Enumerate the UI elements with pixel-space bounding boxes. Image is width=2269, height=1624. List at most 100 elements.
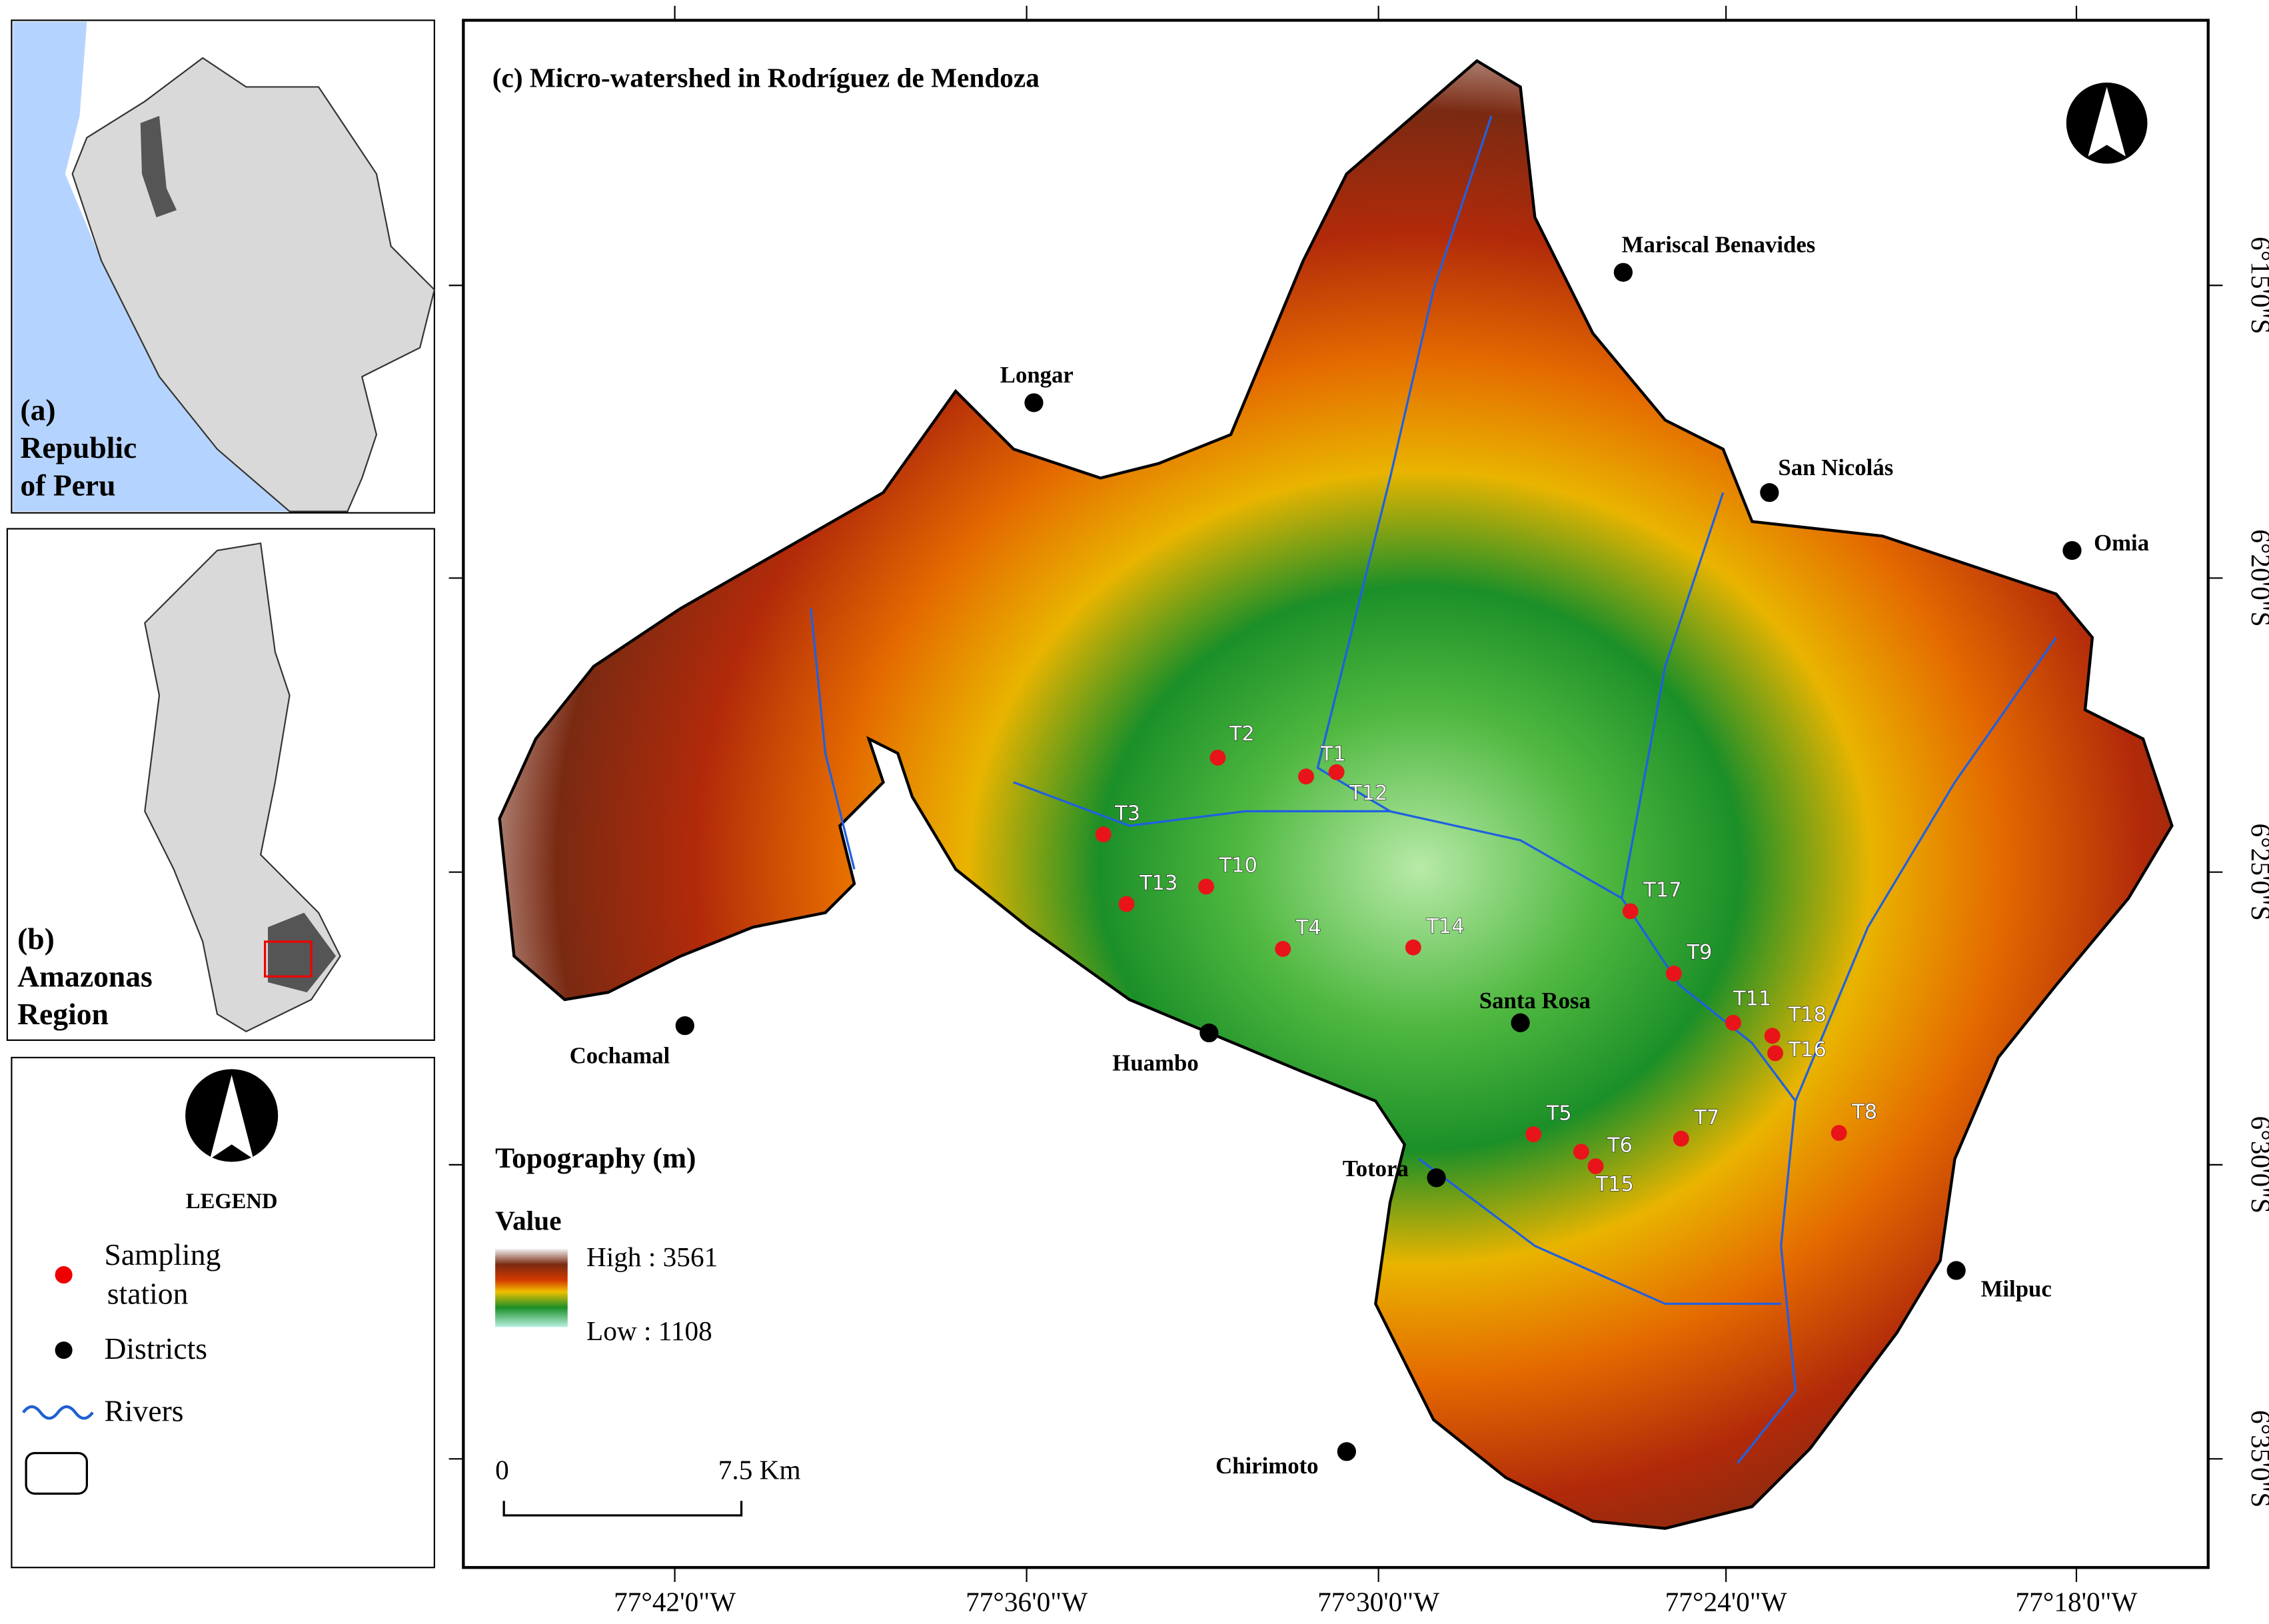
watershed — [498, 59, 2174, 1530]
district-label: Mariscal Benavides — [1622, 231, 1816, 257]
district-label: Huambo — [1112, 1050, 1198, 1076]
legend-item: Rivers — [104, 1394, 183, 1428]
sampling-station — [1275, 940, 1291, 957]
station-label: T17 — [1643, 879, 1681, 902]
amazonas — [144, 542, 341, 1033]
sampling-station — [1298, 768, 1314, 785]
sampling-station — [1405, 939, 1421, 956]
lon-tick-label: 77°42'0"W — [614, 1586, 736, 1617]
station-label: T12 — [1349, 782, 1387, 805]
legend-item: Districts — [104, 1331, 207, 1365]
station-label: T13 — [1139, 872, 1177, 895]
station-label: T16 — [1788, 1038, 1827, 1062]
rivers — [810, 115, 2057, 1464]
district — [1024, 393, 1044, 412]
sampling-station — [1764, 1028, 1781, 1044]
district-label: Santa Rosa — [1479, 988, 1591, 1014]
station-label: T3 — [1114, 802, 1140, 825]
legend-title: LEGEND — [186, 1190, 278, 1214]
sampling-station — [1831, 1125, 1847, 1141]
district-label: Milpuc — [1981, 1276, 2052, 1302]
lat-tick-label: 6°15'0"S — [2246, 237, 2269, 334]
sampling-station — [1198, 878, 1215, 895]
inset-label: (b) — [17, 922, 55, 956]
district-label: Longar — [1000, 362, 1074, 388]
station-label: T11 — [1733, 988, 1771, 1011]
lat-tick-label: 6°25'0"S — [2246, 824, 2269, 921]
inset-name: Amazonas — [17, 959, 153, 993]
amazonas-highlight — [140, 115, 177, 218]
sampling-station — [1573, 1144, 1589, 1160]
lat-tick-label: 6°20'0"S — [2246, 529, 2269, 626]
district — [1946, 1261, 1966, 1280]
station-label: T18 — [1788, 1004, 1827, 1027]
sampling-station — [1118, 896, 1135, 912]
lon-tick-label: 77°24'0"W — [1665, 1586, 1787, 1617]
topography-value: Value — [495, 1206, 561, 1236]
station-label: T15 — [1595, 1173, 1634, 1196]
station-label: T9 — [1686, 941, 1712, 964]
district — [1511, 1013, 1530, 1032]
district — [1760, 483, 1779, 502]
scale-label: 0 — [495, 1455, 509, 1485]
district — [2062, 540, 2082, 560]
station-label: T2 — [1229, 722, 1255, 746]
lon-tick-label: 77°18'0"W — [2016, 1586, 2138, 1617]
lon-tick-label: 77°30'0"W — [1317, 1586, 1439, 1617]
sampling-station — [1328, 764, 1345, 780]
study-area — [267, 912, 337, 993]
legend-item: Sampling — [104, 1237, 221, 1271]
north-arrow-needle — [2088, 87, 2126, 157]
district-label: Chirimoto — [1215, 1453, 1318, 1479]
scale-label: 7.5 Km — [718, 1455, 801, 1485]
station-label: T6 — [1607, 1134, 1633, 1157]
sampling-station — [1209, 750, 1226, 766]
legend-station-symbol — [55, 1266, 73, 1284]
topography-title: Topography (m) — [495, 1142, 696, 1174]
district-label: Totora — [1343, 1156, 1409, 1182]
district — [1199, 1023, 1219, 1043]
scale-bar — [502, 1501, 743, 1517]
station-label: T4 — [1295, 916, 1321, 940]
inset-name: Republic — [20, 430, 137, 464]
station-label: T1 — [1320, 742, 1346, 766]
legend-river-symbol — [22, 1405, 94, 1420]
map-title: (c) Micro-watershed in Rodríguez de Mend… — [492, 62, 1040, 93]
district-label: Cochamal — [570, 1043, 670, 1069]
lon-tick-label: 77°36'0"W — [966, 1586, 1088, 1617]
lat-tick-label: 6°35'0"S — [2246, 1410, 2269, 1507]
inset-name: Region — [17, 997, 109, 1031]
study-area-box — [264, 940, 313, 978]
district — [1613, 263, 1633, 282]
legend-item: station — [107, 1277, 189, 1311]
station-label: T5 — [1546, 1102, 1572, 1125]
sampling-station — [1673, 1130, 1689, 1147]
sampling-station — [1767, 1045, 1783, 1062]
inset-label: (a) — [20, 393, 55, 426]
topography-high: High : 3561 — [586, 1241, 718, 1272]
sampling-station — [1725, 1014, 1741, 1031]
legend-district-symbol — [55, 1341, 73, 1359]
station-label: T10 — [1219, 854, 1257, 878]
legend-boundary-symbol — [25, 1451, 89, 1495]
sampling-station — [1525, 1126, 1542, 1143]
north-arrow-needle — [210, 1075, 254, 1160]
elevation-colorbar — [495, 1248, 568, 1327]
station-label: T14 — [1425, 915, 1464, 938]
district — [1427, 1168, 1446, 1188]
sampling-station — [1622, 903, 1639, 920]
lat-tick-label: 6°30'0"S — [2246, 1116, 2269, 1214]
district — [1337, 1442, 1356, 1461]
district-label: Omia — [2094, 530, 2149, 556]
topography-low: Low : 1108 — [586, 1315, 712, 1346]
sampling-station — [1665, 965, 1682, 982]
station-label: T7 — [1693, 1106, 1719, 1130]
district-label: San Nicolás — [1778, 454, 1893, 480]
station-label: T8 — [1851, 1100, 1877, 1124]
ocean — [13, 21, 290, 512]
sampling-station — [1587, 1158, 1604, 1174]
sampling-station — [1095, 826, 1112, 843]
inset-name: of Peru — [20, 468, 115, 502]
district — [675, 1016, 694, 1036]
